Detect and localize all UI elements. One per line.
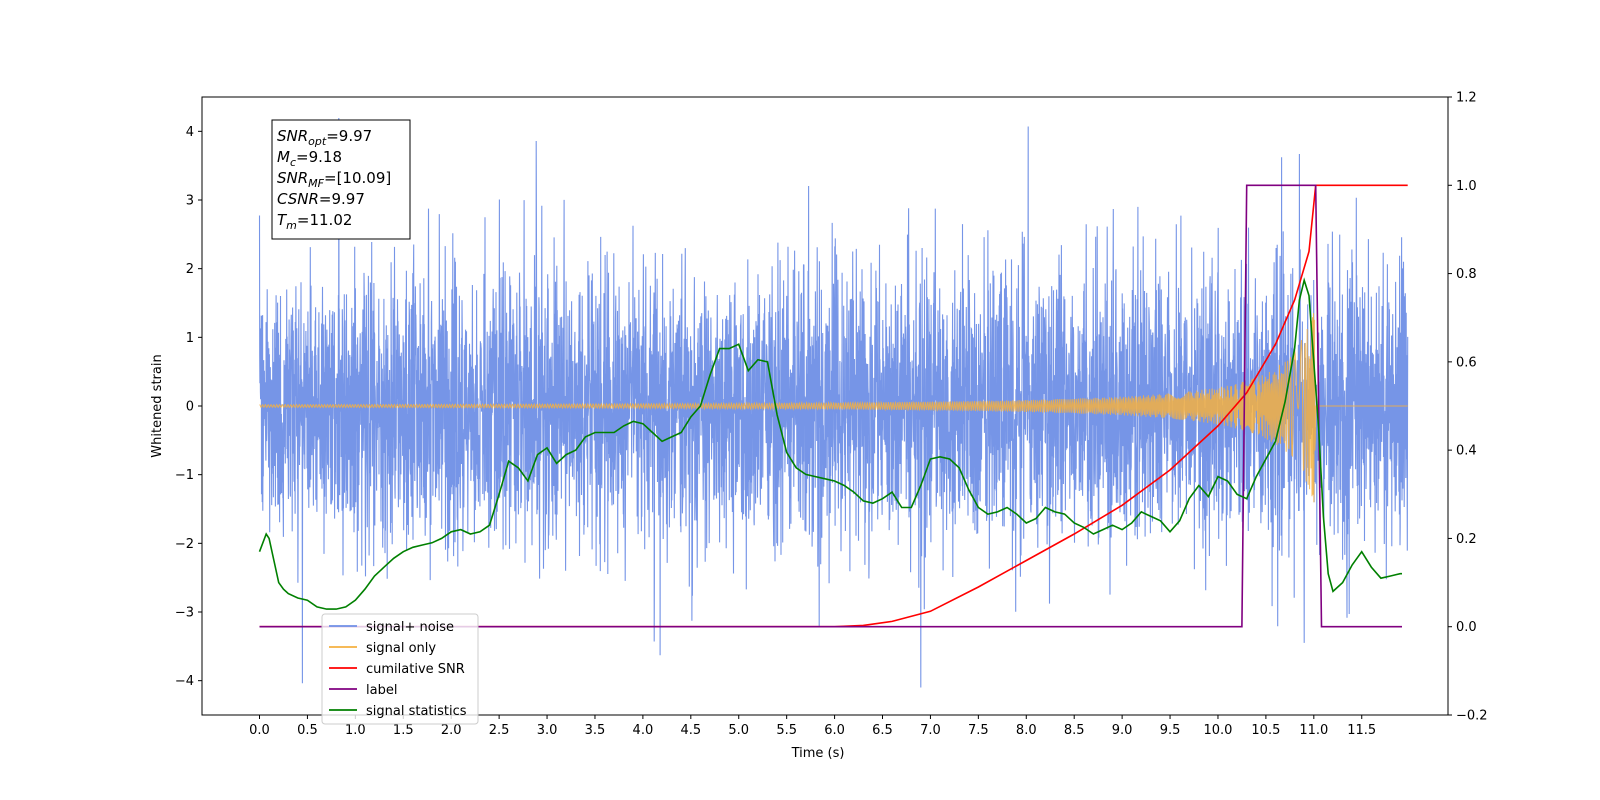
x-tick-label: 9.5 bbox=[1160, 723, 1181, 738]
x-axis-label: Time (s) bbox=[791, 746, 845, 761]
x-tick-label: 1.0 bbox=[345, 723, 366, 738]
x-tick-label: 3.0 bbox=[537, 723, 558, 738]
x-tick-label: 11.5 bbox=[1347, 723, 1376, 738]
x-tick-label: 5.5 bbox=[776, 723, 797, 738]
legend-label: signal only bbox=[366, 641, 436, 656]
x-tick-label: 3.5 bbox=[585, 723, 606, 738]
y-tick-label-right: 0.2 bbox=[1456, 532, 1477, 547]
x-tick-label: 10.5 bbox=[1251, 723, 1280, 738]
x-tick-label: 6.5 bbox=[872, 723, 893, 738]
series-cumulative-snr bbox=[259, 184, 1408, 628]
x-tick-label: 1.5 bbox=[393, 723, 414, 738]
y-tick-label-left: −3 bbox=[175, 606, 194, 621]
x-tick-label: 10.0 bbox=[1203, 723, 1232, 738]
y-tick-label-right: 0.6 bbox=[1456, 355, 1477, 370]
y-tick-label-right: −0.2 bbox=[1456, 709, 1488, 724]
axes: 0.0 0.5 1.0 1.5 2.0 2.5 3.0 3.5 4.0 4.5 5.0 5.5 6.0 6… bbox=[175, 91, 1488, 739]
annotation-line: CSNR=9.97 bbox=[277, 190, 365, 208]
annotation-frame bbox=[271, 119, 411, 240]
x-tick-label: 0.5 bbox=[297, 723, 318, 738]
plot-area bbox=[258, 117, 1409, 688]
y-tick-label-left: 1 bbox=[186, 331, 194, 346]
series-label bbox=[259, 184, 1402, 628]
legend-label: label bbox=[366, 683, 397, 698]
x-tick-label: 6.0 bbox=[824, 723, 845, 738]
y-tick-label-right: 0.4 bbox=[1456, 444, 1477, 459]
annotation-line: SNRopt=9.97 bbox=[277, 127, 372, 148]
y-tick-label-left: −1 bbox=[175, 468, 194, 483]
series-signal-only bbox=[259, 313, 1408, 503]
y-tick-label-left: 0 bbox=[186, 400, 194, 415]
y-tick-label-left: 4 bbox=[186, 125, 194, 140]
legend: signal+ noise signal only cumilative SNR la… bbox=[321, 613, 479, 725]
x-tick-label: 7.0 bbox=[920, 723, 941, 738]
y-tick-label-left: −2 bbox=[175, 537, 194, 552]
annotation-line: Mc=9.18 bbox=[277, 148, 342, 169]
y-tick-label-left: 2 bbox=[186, 262, 194, 277]
y-tick-label-left: 3 bbox=[186, 194, 194, 209]
legend-frame bbox=[321, 613, 479, 725]
x-tick-label: 2.0 bbox=[441, 723, 462, 738]
y-tick-label-left: −4 bbox=[175, 674, 194, 689]
annotation-box: SNRopt=9.97Mc=9.18SNRMF=[10.09]CSNR=9.97… bbox=[271, 119, 411, 240]
x-tick-label: 2.5 bbox=[489, 723, 510, 738]
x-tick-label: 8.0 bbox=[1016, 723, 1037, 738]
legend-label: signal statistics bbox=[366, 704, 467, 719]
y-tick-label-right: 1.2 bbox=[1456, 91, 1477, 106]
series-signal-noise bbox=[258, 117, 1409, 688]
x-tick-label: 8.5 bbox=[1064, 723, 1085, 738]
x-tick-label: 0.0 bbox=[249, 723, 270, 738]
y-tick-label-right: 0.8 bbox=[1456, 267, 1477, 282]
y-axis-label: Whitened strain bbox=[150, 354, 165, 457]
x-tick-label: 4.0 bbox=[633, 723, 654, 738]
x-tick-label: 4.5 bbox=[680, 723, 701, 738]
x-tick-label: 5.0 bbox=[728, 723, 749, 738]
legend-label: signal+ noise bbox=[366, 620, 454, 635]
y-tick-label-right: 1.0 bbox=[1456, 179, 1477, 194]
x-tick-label: 11.0 bbox=[1299, 723, 1328, 738]
x-tick-label: 7.5 bbox=[968, 723, 989, 738]
y-tick-label-right: 0.0 bbox=[1456, 620, 1477, 635]
annotation-line: Tm=11.02 bbox=[277, 211, 352, 232]
series-signal-statistics bbox=[258, 277, 1402, 610]
annotation-line: SNRMF=[10.09] bbox=[277, 169, 391, 190]
x-tick-label: 9.0 bbox=[1112, 723, 1133, 738]
legend-label: cumilative SNR bbox=[366, 662, 465, 677]
